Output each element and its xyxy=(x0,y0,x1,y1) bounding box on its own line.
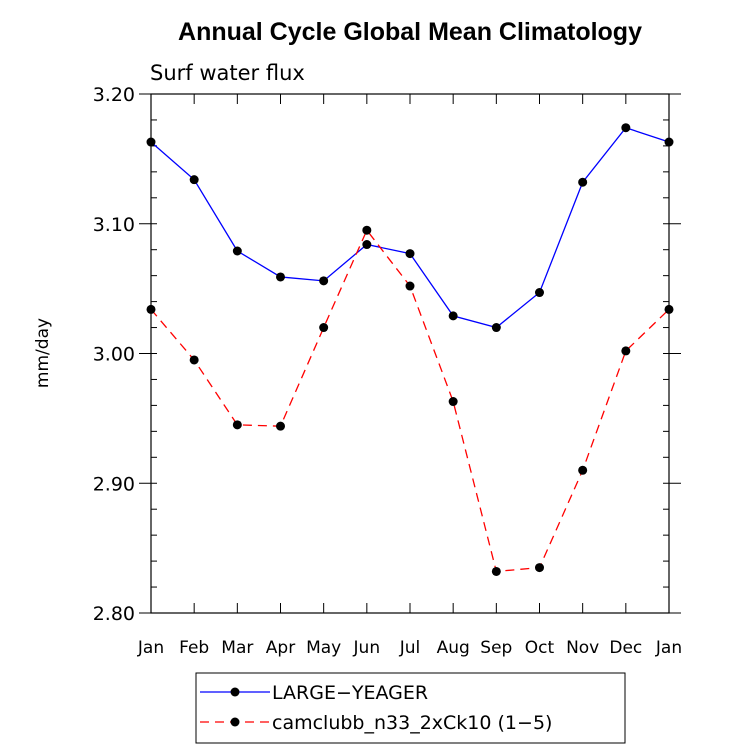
y-tick-label: 3.10 xyxy=(93,214,135,236)
chart-subtitle: Surf water flux xyxy=(150,61,305,85)
legend-box xyxy=(195,672,626,744)
x-tick-label: Dec xyxy=(609,638,642,658)
x-tick-label: Feb xyxy=(179,638,209,658)
axes: Jan Feb Mar Apr May Jun Jul Aug Sep Oct Nov Dec Jan2… xyxy=(93,84,682,658)
series-2-point xyxy=(621,346,631,356)
series-1-point xyxy=(621,123,631,133)
series-2-point xyxy=(319,323,329,333)
x-tick-label: Apr xyxy=(266,638,295,658)
series-1-point xyxy=(146,137,156,147)
series-2-point xyxy=(664,304,674,314)
series-layer xyxy=(146,123,674,576)
legend-marker-1 xyxy=(230,687,240,697)
x-tick-label: Jan xyxy=(655,638,682,658)
x-tick-label: May xyxy=(306,638,341,658)
legend-label-2: camclubb_n33_2xCk10 (1−5) xyxy=(272,712,552,734)
series-2-point xyxy=(232,420,242,430)
x-tick-label: Nov xyxy=(566,638,599,658)
series-2-point xyxy=(448,397,458,407)
series-2-point xyxy=(189,355,199,365)
series-1-point xyxy=(362,240,372,250)
series-2-point xyxy=(535,563,544,573)
legend: LARGE−YEAGER camclubb_n33_2xCk10 (1−5) xyxy=(195,672,626,744)
series-1-point xyxy=(319,276,329,286)
series-2-point xyxy=(405,281,415,291)
series-1-point xyxy=(535,288,544,298)
x-tick-label: Mar xyxy=(221,638,253,658)
x-tick-label: Jul xyxy=(399,638,421,658)
series-1-point xyxy=(189,175,199,185)
series-2-point xyxy=(146,304,156,314)
series-1-point xyxy=(491,323,501,333)
y-tick-label: 3.20 xyxy=(93,84,135,106)
series-2-point xyxy=(276,421,285,431)
series-1-point xyxy=(578,177,588,187)
series-2-point xyxy=(578,465,588,475)
series-1-point xyxy=(405,249,415,259)
series-line-2 xyxy=(150,228,670,573)
y-axis-label: mm/day xyxy=(33,318,53,388)
legend-label-1: LARGE−YEAGER xyxy=(272,682,428,704)
x-tick-label: Oct xyxy=(525,638,555,658)
chart-title: Annual Cycle Global Mean Climatology xyxy=(178,18,642,46)
x-tick-label: Jan xyxy=(137,638,164,658)
series-1-point xyxy=(448,311,458,321)
legend-marker-2 xyxy=(230,717,240,727)
y-tick-label: 2.90 xyxy=(93,473,135,495)
y-tick-label: 3.00 xyxy=(93,344,135,366)
x-tick-label: Sep xyxy=(480,638,512,658)
series-1-point xyxy=(276,272,285,282)
series-2-point xyxy=(362,225,372,235)
series-line-1 xyxy=(150,126,670,329)
x-tick-label: Jun xyxy=(353,638,381,658)
x-tick-label: Aug xyxy=(437,638,470,658)
series-2-point xyxy=(491,566,501,576)
series-1-point xyxy=(232,246,242,256)
series-1-point xyxy=(664,137,674,147)
y-tick-label: 2.80 xyxy=(93,603,135,625)
